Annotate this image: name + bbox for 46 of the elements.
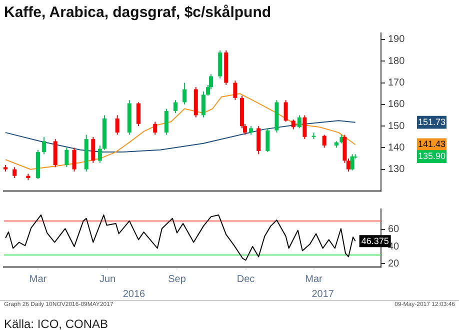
text: Källa: ICO, CONAB bbox=[3, 316, 110, 330]
x2-tick-label: 2017 bbox=[312, 288, 334, 300]
candlestick bbox=[153, 121, 158, 136]
y2-tick-label: 151.73 bbox=[418, 116, 446, 127]
candlestick bbox=[256, 126, 261, 155]
candlestick bbox=[266, 128, 270, 153]
candlestick bbox=[322, 134, 326, 148]
x-tick-label: Mar bbox=[29, 274, 48, 285]
candlestick bbox=[297, 114, 302, 129]
x-tick-label: Dec bbox=[236, 274, 255, 285]
candlestick bbox=[91, 136, 96, 164]
candlestick bbox=[182, 82, 187, 105]
candlestick bbox=[164, 108, 168, 136]
candlestick bbox=[284, 100, 288, 122]
candlestick bbox=[233, 80, 238, 101]
candlestick bbox=[291, 119, 296, 130]
y2-tick-label: 141.43 bbox=[418, 139, 446, 150]
y2-tick-label: 135.90 bbox=[418, 151, 446, 162]
candlestick bbox=[98, 145, 102, 164]
candlestick bbox=[201, 90, 206, 118]
annotation: 46.375 bbox=[361, 236, 389, 246]
y-tick-label: 170 bbox=[388, 78, 406, 89]
x-tick-label: Sep bbox=[168, 274, 186, 285]
candlestick bbox=[42, 136, 46, 155]
y-tick-label: 130 bbox=[388, 164, 406, 176]
candlestick bbox=[218, 50, 222, 79]
x2-tick-label: 2016 bbox=[122, 288, 146, 300]
y-tick-label: 60 bbox=[388, 224, 400, 236]
y-tick-label: 20 bbox=[388, 258, 400, 270]
candlestick bbox=[350, 154, 354, 171]
candlestick bbox=[72, 147, 76, 172]
y-tick-label: 180 bbox=[388, 56, 406, 67]
x-tick-label: Jun bbox=[99, 274, 116, 285]
candlestick bbox=[174, 100, 178, 114]
candlestick bbox=[12, 166, 17, 179]
y-tick-label: 160 bbox=[388, 99, 406, 110]
candlestick bbox=[115, 114, 120, 136]
x-tick-label: Mar bbox=[305, 274, 324, 285]
y-tick-label: 150 bbox=[388, 120, 406, 132]
candlestick bbox=[136, 102, 140, 127]
y-tick-label: 190 bbox=[388, 34, 406, 46]
candlestick bbox=[64, 147, 69, 168]
candlestick bbox=[302, 114, 307, 140]
candlestick bbox=[53, 138, 58, 168]
y-tick-label: 140 bbox=[388, 142, 406, 154]
chart-title: Kaffe, Arabica, dagsgraf, $c/skålpund bbox=[3, 3, 272, 23]
